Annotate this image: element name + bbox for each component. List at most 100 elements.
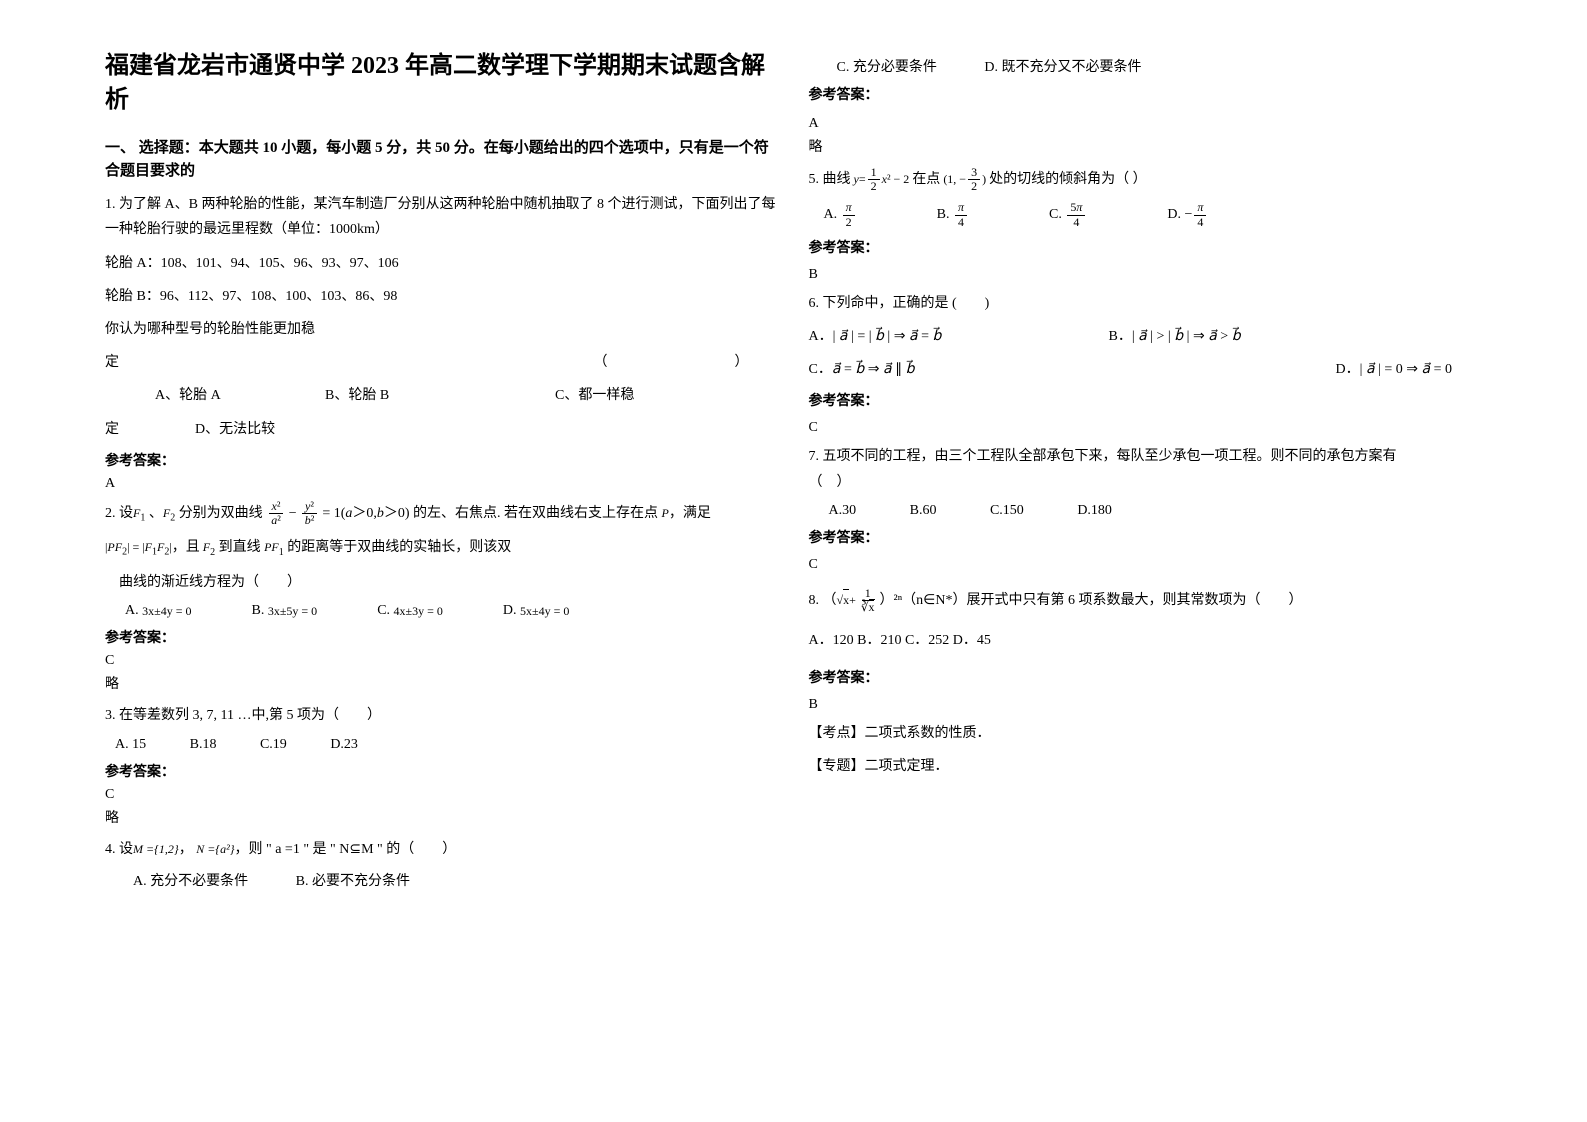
section-1-head: 一、 选择题：本大题共 10 小题，每小题 5 分，共 50 分。在每小题给出的… — [105, 137, 779, 182]
q5-point: (1, −32) — [940, 166, 989, 193]
q1-tireA: 轮胎 A：108、101、94、105、96、93、97、106 — [105, 251, 779, 276]
q6-row2: C．a⃗ = b⃗ ⇒ a⃗ ∥ b⃗ D．| a⃗ | = 0 ⇒ a⃗ = … — [809, 357, 1483, 382]
q2-hyperbola: x²a² − y²b² = 1(a＞0,b＞0) — [266, 500, 409, 527]
q6-optC: C．a⃗ = b⃗ ⇒ a⃗ ∥ b⃗ — [809, 357, 915, 382]
right-column: C. 充分必要条件 D. 既不充分又不必要条件 参考答案： A 略 5. 曲线 … — [794, 50, 1498, 1072]
q3-stem: 3. 在等差数列 3, 7, 11 …中,第 5 项为（ ） — [105, 703, 779, 728]
q8-line: 8. （ √x+1∛x ）²ⁿ（n∈N*）展开式中只有第 6 项系数最大，则其常… — [809, 587, 1483, 614]
q4-N: N ={a²} — [196, 842, 234, 856]
q6-optB: B．| a⃗ | > | b⃗ | ⇒ a⃗ > b⃗ — [1109, 324, 1241, 349]
q4-optA: A. 充分不必要条件 — [119, 870, 248, 890]
q2-optD: 5x±4y = 0 — [520, 604, 569, 619]
q6-optD: D．| a⃗ | = 0 ⇒ a⃗ = 0 — [1336, 357, 1452, 382]
q2-PF1: PF — [264, 540, 279, 554]
page-title: 福建省龙岩市通贤中学 2023 年高二数学理下学期期末试题含解析 — [105, 50, 779, 117]
q8-opts: A．120 B．210 C．252 D．45 — [809, 628, 1483, 653]
q2-abs1: |PF2| = |F1F2| — [105, 540, 172, 554]
q2-line2: |PF2| = |F1F2|，且 F2 到直线 PF1 的距离等于双曲线的实轴长… — [105, 535, 779, 562]
q4-opts-row2: C. 充分必要条件 D. 既不充分又不必要条件 — [809, 56, 1483, 76]
q1-optC: C、都一样稳 — [555, 383, 634, 408]
q1-ask2-text: 定 — [105, 350, 119, 375]
q2-l2b: 到直线 — [215, 540, 264, 555]
q6-optA: A．| a⃗ | = | b⃗ | ⇒ a⃗ = b⃗ — [809, 324, 1109, 349]
q1-ask1-text: 你认为哪种型号的轮胎性能更加稳 — [105, 317, 315, 342]
q6-stem: 6. 下列命中，正确的是 ( ) — [809, 291, 1483, 316]
q3-optA: A. 15 — [115, 737, 146, 753]
q1-ask1: 你认为哪种型号的轮胎性能更加稳 — [105, 317, 779, 342]
q7-stem: 7. 五项不同的工程，由三个工程队全部承包下来，每队至少承包一项工程。则不同的承… — [809, 444, 1483, 494]
q4-opts-row1: A. 充分不必要条件 B. 必要不充分条件 — [105, 870, 779, 890]
q8-answer: B — [809, 697, 1483, 713]
q3-optB: B.18 — [190, 737, 217, 753]
q2-F2b: F — [200, 540, 210, 554]
q5lA: A. — [824, 207, 838, 223]
q3-skip: 略 — [105, 807, 779, 827]
q8-note2: 【专题】二项式定理． — [809, 754, 1483, 779]
q2-P: P — [662, 506, 669, 520]
q1-paren: （ ） — [594, 350, 749, 375]
q1-tireB: 轮胎 B：96、112、97、108、100、103、86、98 — [105, 284, 779, 309]
q1-opts-row2: 定 D、无法比较 — [105, 417, 779, 442]
q1-optA: A、轮胎 A — [155, 383, 325, 408]
q8-suf: ）²ⁿ（n∈N*）展开式中只有第 6 项系数最大，则其常数项为（ ） — [880, 588, 1303, 613]
q5-mid1: 在点 — [912, 167, 940, 192]
q5-optD: −π4 — [1184, 201, 1208, 228]
q7-optB: B.60 — [910, 503, 937, 519]
q2-optB: 3x±5y = 0 — [268, 604, 317, 619]
q7-optD: D.180 — [1077, 503, 1112, 519]
q2-mid1: 分别为双曲线 — [179, 506, 263, 521]
q5-optB: π4 — [955, 201, 967, 228]
q4-M: M ={1,2} — [133, 842, 179, 856]
q2-l2a: ，且 — [172, 540, 200, 555]
lD: D. — [503, 603, 517, 619]
q4-optB: B. 必要不充分条件 — [282, 870, 410, 890]
q1-answer-label: 参考答案： — [105, 450, 779, 470]
q5-answer-label: 参考答案： — [809, 237, 1483, 257]
q4-mid: ，则 " a =1 " 是 " N⊆M " 的（ ） — [235, 842, 457, 857]
q1-stem: 1. 为了解 A、B 两种轮胎的性能，某汽车制造厂分别从这两种轮胎中随机抽取了 … — [105, 192, 779, 242]
q8-expr: √x+1∛x — [837, 587, 880, 614]
paren-close: ） — [735, 355, 749, 370]
q5-opts: A. π2 B. π4 C. 5π4 D. −π4 — [809, 201, 1483, 228]
q2-line1: 2. 设F1 、F2 分别为双曲线 x²a² − y²b² = 1(a＞0,b＞… — [105, 500, 779, 528]
q5-answer: B — [809, 267, 1483, 283]
q7-optC: C.150 — [990, 503, 1024, 519]
q3-answer: C — [105, 787, 779, 803]
q8-pre: 8. （ — [809, 588, 837, 613]
q1-answer: A — [105, 476, 779, 492]
q1-opts-row1: A、轮胎 A B、轮胎 B C、都一样稳 — [105, 383, 779, 408]
q2-answer: C — [105, 653, 779, 669]
q4-optC: C. 充分必要条件 — [823, 56, 937, 76]
q5-line: 5. 曲线 y = 12x² − 2 在点 (1, −32) 处的切线的倾斜角为… — [809, 166, 1483, 193]
q7-answer-label: 参考答案： — [809, 527, 1483, 547]
q5lC: C. — [1049, 207, 1062, 223]
q2-skip: 略 — [105, 673, 779, 693]
q2-opts: A. 3x±4y = 0 B. 3x±5y = 0 C. 4x±3y = 0 D… — [105, 603, 779, 619]
q4-optD: D. 既不充分又不必要条件 — [970, 56, 1141, 76]
q7-answer: C — [809, 557, 1483, 573]
q6-answer-label: 参考答案： — [809, 390, 1483, 410]
q7-opts: A.30 B.60 C.150 D.180 — [809, 503, 1483, 519]
q2-mid2: 的左、右焦点. 若在双曲线右支上存在点 — [413, 506, 658, 521]
q5-curve: y = 12x² − 2 — [851, 166, 913, 193]
q2-line3: 曲线的渐近线方程为（ ） — [105, 570, 779, 595]
q8-note1: 【考点】二项式系数的性质． — [809, 721, 1483, 746]
q3-optD: D.23 — [330, 737, 358, 753]
q2-optC: 4x±3y = 0 — [394, 604, 443, 619]
q4-line: 4. 设M ={1,2}， N ={a²}，则 " a =1 " 是 " N⊆M… — [105, 837, 779, 862]
q4-answer: A — [809, 116, 1483, 132]
q4-answer-label: 参考答案： — [809, 84, 1483, 104]
q2-pre: 2. 设 — [105, 506, 133, 521]
q2-mid3: ，满足 — [669, 506, 711, 521]
q3-optC: C.19 — [260, 737, 287, 753]
q3-opts: A. 15 B.18 C.19 D.23 — [105, 737, 779, 753]
q2-l2c: 的距离等于双曲线的实轴长，则该双 — [284, 540, 512, 555]
q6-row1: A．| a⃗ | = | b⃗ | ⇒ a⃗ = b⃗ B．| a⃗ | > |… — [809, 324, 1483, 349]
q1-tail: 定 — [105, 417, 195, 442]
q6-answer: C — [809, 420, 1483, 436]
lC: C. — [377, 603, 390, 619]
q1-ask2-row: 定 （ ） — [105, 350, 779, 375]
paren-open: （ — [594, 355, 608, 370]
q5-pre: 5. 曲线 — [809, 167, 851, 192]
q4-comma: ， — [179, 842, 193, 857]
